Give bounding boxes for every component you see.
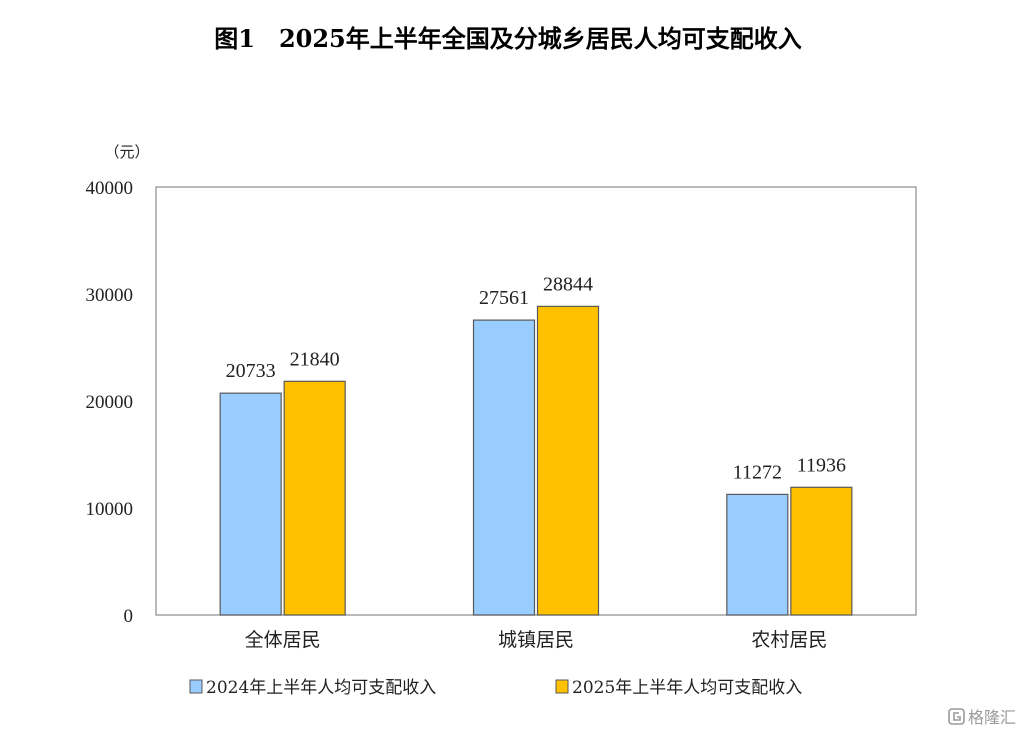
legend-label: 2025年上半年人均可支配收入 [572,678,802,698]
data-label: 11936 [797,454,846,476]
y-tick-label: 30000 [86,285,134,306]
watermark: 格隆汇 [948,708,1016,727]
data-label: 20733 [226,360,276,382]
x-category-label: 农村居民 [751,629,827,651]
bar-2024-2 [726,493,789,616]
y-tick-label: 0 [124,606,134,627]
data-label: 11272 [733,461,782,483]
y-tick-label: 10000 [86,499,134,520]
legend-swatch [555,679,569,694]
gelonghui-logo-icon [948,708,965,725]
bar-2025-1 [536,305,600,616]
y-unit-label: （元） [104,143,149,161]
plot-area-frame [155,186,917,616]
watermark-text: 格隆汇 [968,708,1016,727]
x-axis-categories: 全体居民 城镇居民 农村居民 [245,629,828,651]
x-category-label: 全体居民 [245,629,321,651]
legend-swatch [189,679,203,694]
bar-2025-0 [283,380,346,616]
data-label: 21840 [290,348,340,370]
y-axis-ticks: 0 10000 20000 30000 40000 [86,178,134,627]
bar-2025-2 [790,486,853,616]
data-label: 27561 [479,287,529,309]
bar-2024-1 [472,319,536,616]
chart-title: 图1 2025年上半年全国及分城乡居民人均可支配收入 [214,24,802,53]
data-label: 28844 [543,273,593,295]
bar-2024-0 [219,392,282,616]
y-tick-label: 40000 [86,178,134,199]
legend-label: 2024年上半年人均可支配收入 [206,678,436,698]
bars-group [219,305,853,616]
data-labels-group: 20733 21840 27561 28844 11272 11936 [226,273,846,483]
x-category-label: 城镇居民 [498,629,574,651]
legend: 2024年上半年人均可支配收入 2025年上半年人均可支配收入 [189,678,802,698]
y-tick-label: 20000 [86,392,134,413]
